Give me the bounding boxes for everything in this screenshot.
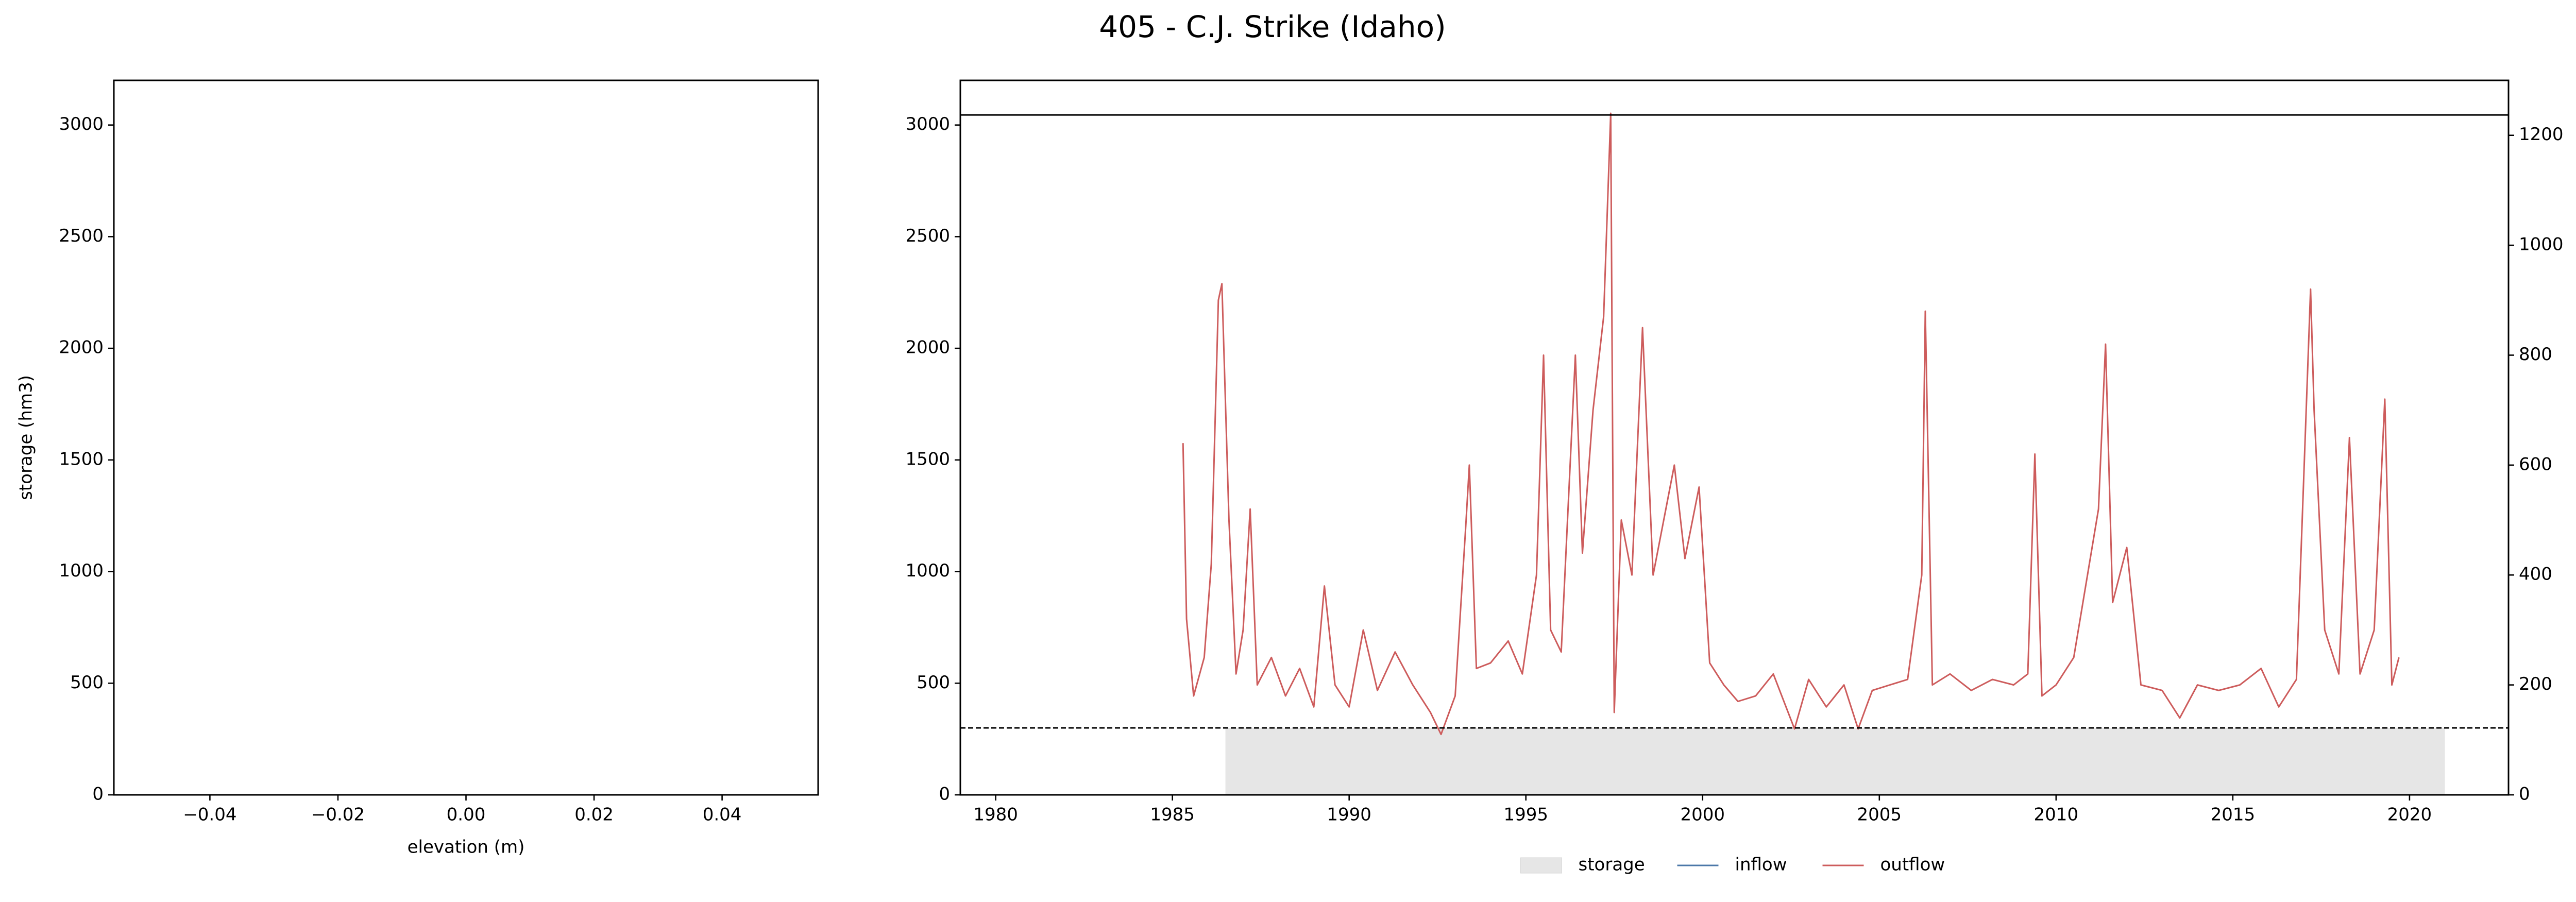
y-axis-label: storage (hm3) [16,375,37,500]
series-line [1182,112,2400,736]
x-tick-label: 2000 [1680,805,1725,825]
y-tick-label: 0 [939,784,950,805]
y2-tick-label: 1200 [2519,124,2564,145]
x-tick-label: 1985 [1150,805,1195,825]
x-tick-label: 1990 [1327,805,1371,825]
y-tick-label: 1500 [59,449,104,469]
y-tick-label: 1000 [905,560,950,581]
x-tick-label: 0.04 [703,805,742,825]
figure-title: 405 - C.J. Strike (Idaho) [1099,9,1446,44]
axes-frame [113,79,819,796]
x-axis-label: elevation (m) [408,837,525,858]
legend-label: inflow [1735,855,1787,875]
y-tick-label: 2000 [59,337,104,358]
plot-area [960,112,2509,795]
y-tick-label: 1000 [59,560,104,581]
x-tick-label: 2005 [1857,805,1902,825]
y-tick-label: 500 [70,672,104,693]
x-tick-label: 2015 [2211,805,2256,825]
x-tick-label: 1995 [1503,805,1548,825]
y2-tick-label: 600 [2519,454,2552,474]
y-tick-label: 2500 [905,226,950,246]
axes-frame [959,79,2510,796]
x-tick-label: −0.04 [183,805,236,825]
y-tick-label: 3000 [59,114,104,134]
y2-tick-label: 1000 [2519,234,2564,255]
x-tick-label: 1980 [973,805,1018,825]
x-tick-label: 0.02 [574,805,614,825]
x-tick-label: 0.00 [447,805,486,825]
y2-tick-label: 0 [2519,784,2530,805]
y-tick-label: 3000 [905,114,950,134]
y2-tick-label: 800 [2519,344,2552,365]
y-tick-label: 0 [92,784,104,805]
legend-swatch [1520,857,1562,874]
x-tick-label: 2010 [2034,805,2079,825]
y-tick-label: 1500 [905,449,950,469]
x-tick-label: −0.02 [311,805,365,825]
y-tick-label: 2500 [59,226,104,246]
y2-tick-label: 200 [2519,674,2552,694]
x-tick-label: 2020 [2387,805,2432,825]
legend-label: outflow [1880,855,1945,875]
storage-area [1225,727,2445,795]
y-tick-label: 500 [917,672,950,693]
legend-label: storage [1579,855,1645,875]
y-tick-label: 2000 [905,337,950,358]
y2-tick-label: 400 [2519,564,2552,585]
